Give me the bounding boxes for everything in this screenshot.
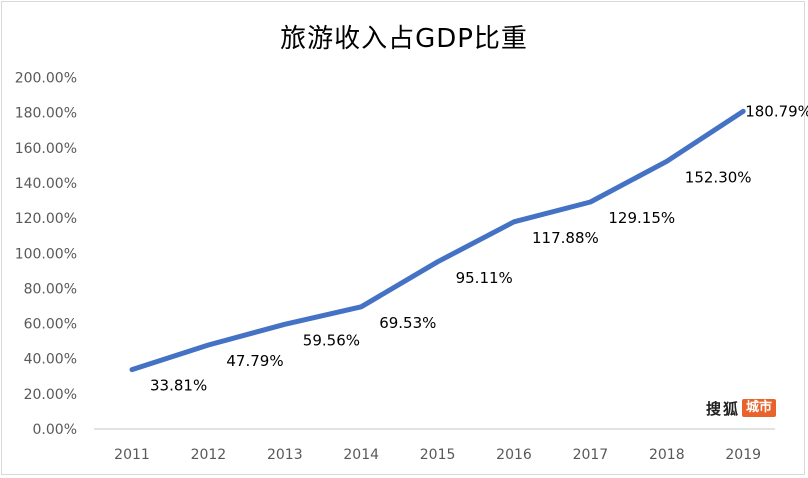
data-label: 117.88% [532,229,599,247]
data-labels: 33.81% 47.79% 59.56% 69.53% 95.11% 117.88% 129… [150,102,808,394]
data-label: 95.11% [456,269,513,287]
x-tick-label: 2018 [649,447,685,463]
chart-title: 旅游收入占GDP比重 [280,24,528,54]
data-label: 180.79% [745,102,808,120]
data-label: 59.56% [303,331,360,349]
y-tick-label: 180.00% [15,106,77,122]
y-tick-label: 100.00% [15,246,77,262]
y-tick-label: 160.00% [15,141,77,157]
x-tick-label: 2017 [573,447,609,463]
y-tick-label: 60.00% [24,317,77,333]
y-tick-label: 140.00% [15,176,77,192]
y-tick-label: 200.00% [15,71,77,87]
data-label: 129.15% [608,209,675,227]
x-tick-label: 2019 [725,447,761,463]
x-tick-label: 2015 [420,447,456,463]
x-tick-label: 2016 [496,447,532,463]
x-axis: 2011 2012 2013 2014 2015 2016 2017 2018 2019 [94,428,775,463]
series [129,108,746,373]
y-tick-label: 20.00% [24,387,77,403]
y-tick-label: 120.00% [15,211,77,227]
y-axis: 0.00% 20.00% 40.00% 60.00% 80.00% 100.00% 120.… [15,71,77,439]
watermark-badge: 城市 [742,399,777,417]
data-label: 69.53% [379,314,436,332]
series-line [129,108,746,373]
y-tick-label: 80.00% [24,281,77,297]
x-tick-label: 2014 [343,447,379,463]
data-label: 152.30% [685,168,752,186]
x-tick-label: 2012 [191,447,227,463]
y-tick-label: 0.00% [33,422,77,438]
watermark-brand: 搜狐 [706,399,741,418]
data-label: 47.79% [226,352,283,370]
x-tick-label: 2013 [267,447,303,463]
x-tick-label: 2011 [114,447,150,463]
sohu-city-watermark: 搜狐 城市 [706,398,777,418]
y-tick-label: 40.00% [24,352,77,368]
data-label: 33.81% [150,377,207,395]
